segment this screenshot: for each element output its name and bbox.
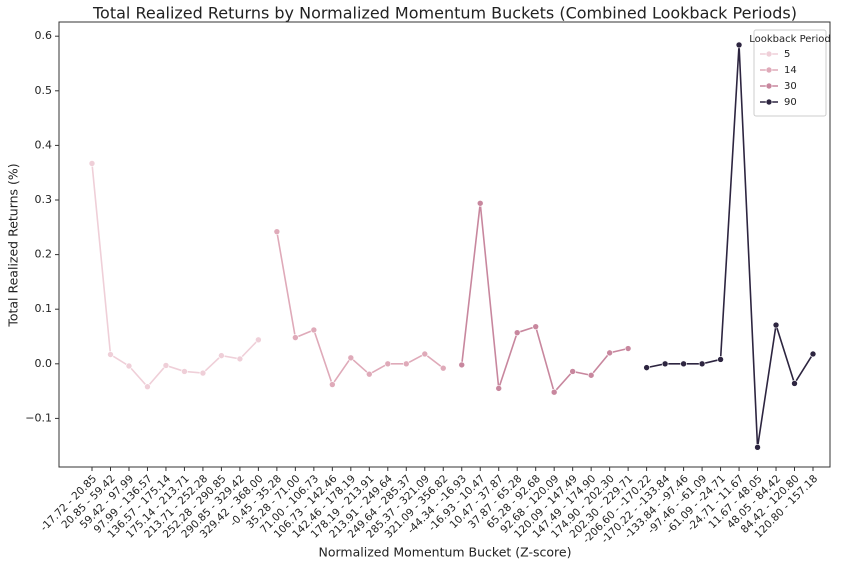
y-tick-label: 0.3 [35, 193, 53, 206]
series-line [646, 44, 814, 448]
legend-label: 90 [784, 97, 797, 108]
data-point [587, 371, 595, 379]
data-point [791, 380, 798, 387]
data-point [218, 352, 225, 359]
legend-title: Lookback Period [749, 34, 831, 45]
data-point [384, 360, 392, 368]
data-point [643, 364, 650, 371]
data-point [513, 329, 521, 336]
data-point [255, 336, 262, 344]
data-point [458, 361, 466, 369]
y-tick-label: −0.1 [25, 411, 52, 424]
data-point [680, 360, 687, 368]
data-point [125, 362, 133, 370]
data-point [199, 369, 207, 377]
data-point [606, 349, 613, 357]
data-point [809, 350, 817, 358]
data-point [236, 355, 244, 363]
legend-marker [765, 82, 773, 90]
data-point [310, 326, 318, 334]
data-point [439, 364, 447, 372]
legend-label: 30 [784, 81, 797, 92]
data-point [273, 228, 281, 235]
chart-title: Total Realized Returns by Normalized Mom… [92, 4, 797, 23]
data-point [162, 362, 170, 369]
y-tick-label: 0.4 [35, 138, 53, 151]
plot-frame [58, 21, 831, 468]
legend-marker [765, 66, 773, 74]
legend-box [753, 29, 827, 117]
x-axis-label: Normalized Momentum Bucket (Z-score) [319, 545, 572, 560]
y-tick-label: 0.6 [35, 29, 53, 42]
series-line [276, 231, 444, 387]
data-point [88, 160, 96, 167]
data-point [107, 351, 114, 358]
data-point [476, 199, 484, 207]
data-point [402, 360, 410, 368]
legend-marker [765, 50, 773, 58]
data-point [495, 385, 503, 392]
data-point [624, 345, 632, 352]
y-tick-label: 0.2 [35, 248, 53, 261]
legend-marker [765, 98, 773, 106]
data-point [569, 368, 576, 375]
data-point [144, 383, 151, 391]
legend-label: 5 [784, 49, 790, 60]
data-point [329, 381, 336, 388]
data-point [754, 444, 761, 451]
data-point [735, 41, 743, 49]
y-tick-label: 0.0 [35, 357, 53, 370]
y-tick-label: 0.5 [35, 84, 53, 97]
series-line [460, 203, 629, 394]
legend-label: 14 [784, 65, 797, 76]
data-point [292, 334, 299, 341]
data-point [772, 321, 780, 329]
series-line [91, 163, 259, 388]
data-point [698, 360, 706, 368]
data-point [347, 354, 355, 362]
data-point [181, 368, 188, 375]
data-point [532, 323, 539, 330]
y-axis-label: Total Realized Returns (%) [6, 163, 21, 327]
data-point [717, 356, 724, 363]
data-point [421, 350, 429, 358]
data-point [550, 388, 558, 396]
y-tick-label: 0.1 [35, 302, 53, 315]
data-point [661, 360, 669, 368]
data-point [366, 370, 373, 378]
